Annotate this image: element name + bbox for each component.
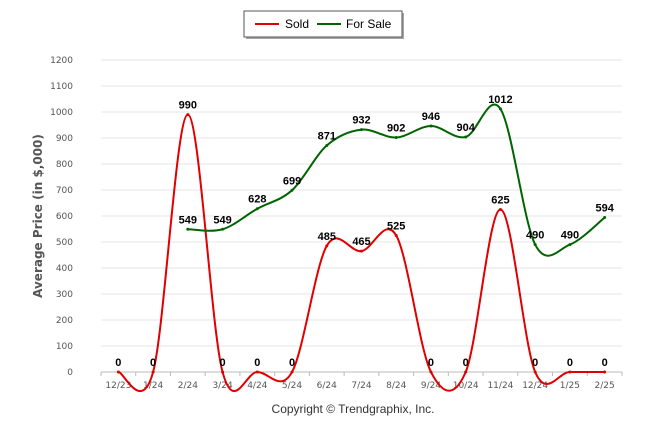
y-tick-label: 600 [56, 212, 73, 222]
data-label-sold: 485 [318, 231, 336, 243]
copyright-text: Copyright © Trendgraphix, Inc. [272, 402, 435, 416]
y-tick-label: 1100 [50, 82, 73, 92]
data-point-for-sale [221, 227, 225, 231]
data-label-for-sale: 549 [213, 214, 231, 226]
data-label-sold: 525 [387, 221, 405, 233]
x-tick-label: 2/24 [178, 381, 198, 391]
data-label-for-sale: 490 [561, 230, 579, 242]
y-tick-label: 400 [56, 264, 73, 274]
data-label-sold: 0 [150, 357, 156, 369]
x-tick-label: 10/24 [453, 381, 479, 391]
x-tick-label: 7/24 [351, 381, 371, 391]
data-label-for-sale: 628 [248, 194, 266, 206]
series-line-sold [117, 113, 605, 392]
data-label-sold: 0 [463, 357, 469, 369]
data-label-for-sale: 490 [526, 230, 544, 242]
x-tick-label: 1/24 [143, 381, 163, 391]
data-label-sold: 0 [532, 357, 538, 369]
data-point-for-sale [464, 135, 468, 139]
data-label-for-sale: 904 [457, 122, 476, 134]
data-label-for-sale: 946 [422, 111, 440, 123]
y-tick-label: 700 [56, 186, 73, 196]
data-point-for-sale [429, 124, 433, 128]
data-label-sold: 0 [220, 357, 226, 369]
data-label-sold: 465 [352, 236, 370, 248]
data-label-for-sale: 932 [352, 115, 370, 127]
y-tick-label: 0 [67, 368, 73, 378]
data-point-for-sale [186, 227, 190, 231]
data-point-sold [360, 249, 363, 253]
data-label-for-sale: 1012 [488, 94, 512, 106]
data-label-for-sale: 871 [318, 131, 336, 143]
data-label-sold: 0 [602, 357, 608, 369]
data-point-for-sale [394, 135, 398, 139]
y-tick-label: 200 [56, 316, 73, 326]
data-label-sold: 0 [567, 357, 573, 369]
x-tick-label: 12/24 [522, 381, 548, 391]
data-point-sold [186, 113, 190, 117]
data-point-sold [498, 208, 502, 211]
data-point-sold [568, 370, 572, 374]
x-tick-label: 3/24 [212, 381, 232, 391]
data-label-sold: 625 [491, 195, 509, 207]
data-point-sold [429, 370, 433, 374]
y-tick-label: 100 [56, 342, 73, 352]
y-tick-label: 900 [56, 134, 73, 144]
data-point-for-sale [325, 144, 329, 148]
x-tick-label: 12/23 [105, 381, 131, 391]
y-axis-title: Average Price (in $,000) [31, 134, 45, 298]
x-tick-label: 6/24 [317, 381, 337, 391]
x-tick-label: 4/24 [247, 381, 267, 391]
y-tick-label: 500 [56, 238, 73, 248]
data-point-sold [603, 370, 607, 374]
data-point-sold [394, 234, 398, 237]
data-label-for-sale: 902 [387, 122, 405, 134]
data-point-sold [464, 370, 468, 374]
x-tick-label: 9/24 [421, 381, 441, 391]
data-point-for-sale [290, 188, 294, 192]
y-tick-label: 300 [56, 290, 73, 300]
data-point-sold [533, 370, 537, 374]
data-point-sold [255, 370, 259, 374]
data-label-sold: 0 [115, 357, 121, 369]
data-point-sold [290, 370, 294, 374]
data-point-for-sale [533, 243, 537, 247]
y-tick-label: 1000 [50, 108, 73, 118]
x-tick-label: 11/24 [487, 381, 513, 391]
data-label-sold: 0 [428, 357, 434, 369]
data-point-for-sale [255, 207, 259, 211]
data-label-for-sale: 699 [283, 175, 301, 187]
data-point-for-sale [360, 128, 363, 132]
x-tick-label: 1/25 [560, 381, 580, 391]
x-tick-label: 8/24 [386, 381, 406, 391]
y-tick-label: 800 [56, 160, 73, 170]
y-tick-label: 1200 [50, 56, 73, 66]
data-label-sold: 0 [289, 357, 295, 369]
data-point-sold [151, 370, 155, 374]
x-tick-label: 5/24 [282, 381, 302, 391]
data-point-sold [221, 370, 225, 374]
legend-label-for-sale: For Sale [346, 17, 392, 31]
data-label-sold: 990 [179, 100, 197, 112]
legend: Sold For Sale [243, 10, 404, 39]
data-point-for-sale [568, 243, 572, 247]
data-point-for-sale [498, 107, 502, 111]
data-label-for-sale: 549 [179, 214, 197, 226]
data-point-sold [325, 244, 329, 248]
data-label-sold: 0 [254, 357, 260, 369]
data-point-sold [116, 370, 120, 374]
data-point-for-sale [603, 216, 607, 220]
data-label-for-sale: 594 [595, 203, 614, 215]
legend-label-sold: Sold [285, 17, 309, 31]
x-tick-label: 2/25 [595, 381, 615, 391]
